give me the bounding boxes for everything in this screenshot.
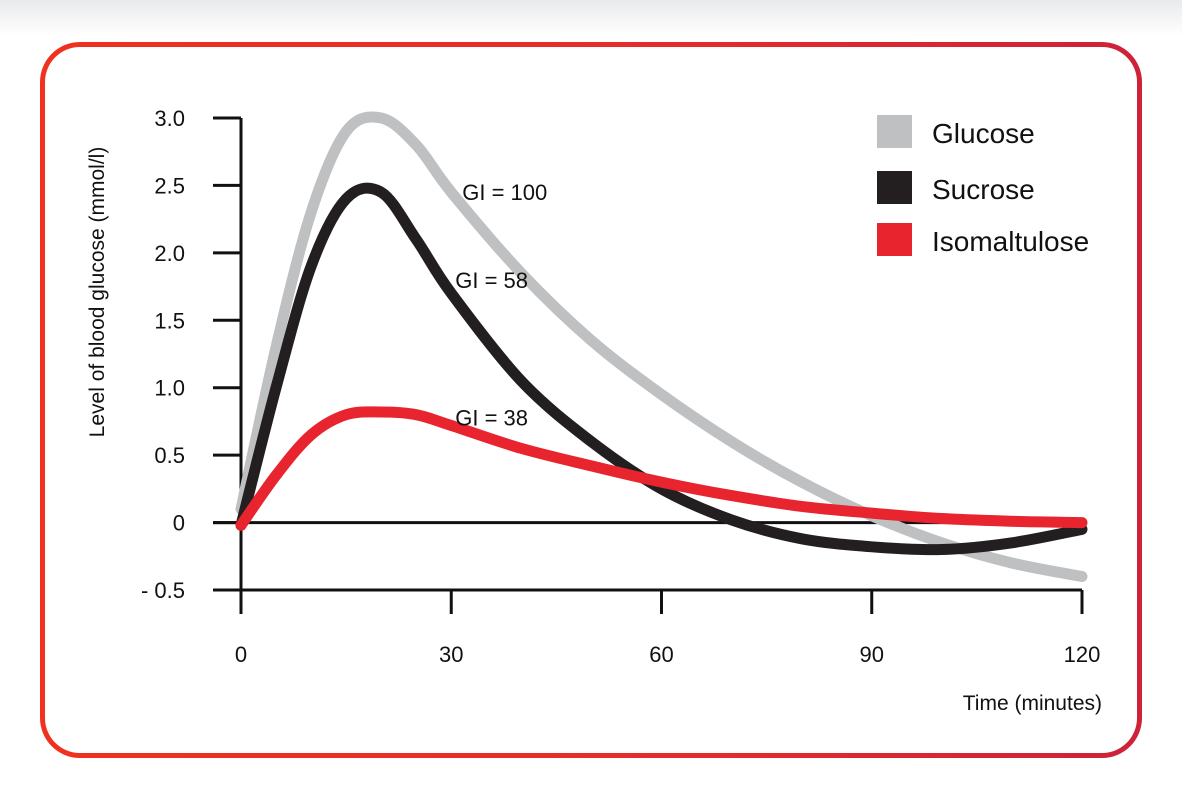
x-axis-title: Time (minutes) <box>963 692 1102 715</box>
x-tick-label: 30 <box>439 642 463 667</box>
legend-swatch-sucrose <box>877 171 912 204</box>
series-line-glucose <box>235 111 1088 582</box>
x-tick-label: 120 <box>1064 642 1101 667</box>
legend-label-glucose: Glucose <box>932 118 1035 149</box>
y-axis-title: Level of blood glucose (mmol/l) <box>86 147 109 438</box>
y-tick-label: 1.5 <box>154 308 185 333</box>
y-tick-label: 0 <box>173 511 185 536</box>
chart-legend: Glucose Sucrose Isomaltulose <box>877 115 1089 257</box>
y-tick-label: 2.5 <box>154 173 185 198</box>
chart-panel <box>45 47 1137 753</box>
x-tick-label: 0 <box>235 642 247 667</box>
legend-label-isomaltulose: Isomaltulose <box>932 226 1089 257</box>
gi-annotation: GI = 38 <box>455 405 528 430</box>
series-line-sucrose <box>235 182 1088 556</box>
y-tick-label: 0.5 <box>154 443 185 468</box>
gi-annotation: GI = 100 <box>462 180 547 205</box>
x-tick-label: 90 <box>860 642 884 667</box>
y-tick-label: 1.0 <box>154 376 185 401</box>
legend-swatch-isomaltulose <box>877 223 912 256</box>
legend-label-sucrose: Sucrose <box>932 174 1035 205</box>
chart-labels: Time (minutes) Level of blood glucose (mm… <box>86 147 1102 715</box>
legend-swatch-glucose <box>877 115 912 148</box>
series-line-isomaltulose <box>235 406 1088 531</box>
x-tick-label: 60 <box>649 642 673 667</box>
y-tick-label: 3.0 <box>154 106 185 131</box>
y-tick-label: - 0.5 <box>141 578 185 603</box>
y-tick-label: 2.0 <box>154 241 185 266</box>
chart-series <box>235 111 1088 582</box>
gi-annotation: GI = 58 <box>455 268 528 293</box>
chart-frame <box>40 42 1142 758</box>
